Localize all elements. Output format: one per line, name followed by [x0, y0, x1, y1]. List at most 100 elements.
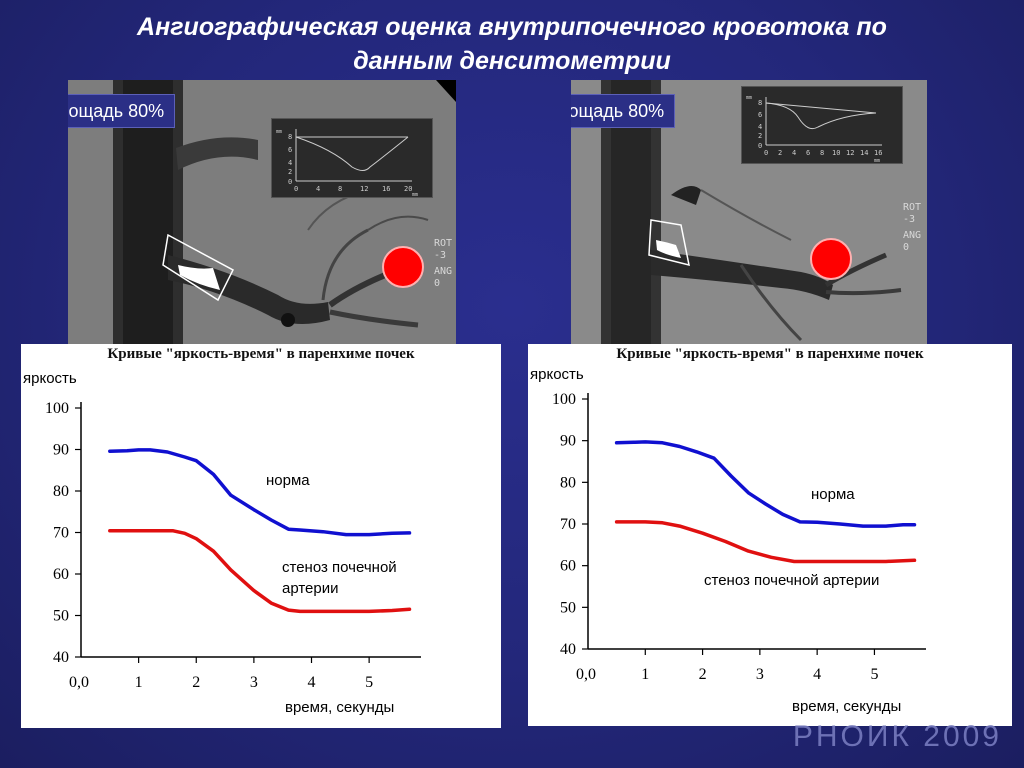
roi-marker-left [382, 246, 424, 288]
x-axis-label-left: время, секунды [285, 699, 395, 716]
rot-value: -3 [903, 214, 916, 225]
mini-xtick: 12 [846, 149, 854, 157]
y-tick-label: 40 [53, 649, 69, 666]
mini-xunit: mm [874, 158, 880, 163]
angiogram-image-left: площадь 80% 8 6 4 2 0 0 4 8 12 16 20 mm … [68, 80, 456, 350]
mini-diameter-plot-right: 8 6 4 2 0 0 2 4 6 8 10 12 14 16 mm mm [741, 86, 903, 164]
x-axis-label-right: время, секунды [792, 698, 902, 715]
y-tick-label: 80 [53, 483, 69, 500]
mini-xtick: 16 [874, 149, 882, 157]
x-tick-label: 3 [250, 674, 258, 691]
chart-panel-left: Кривые "яркость-время" в паренхиме почек… [21, 344, 501, 728]
mini-xtick: 8 [820, 149, 824, 157]
mini-ytick: 0 [758, 142, 762, 150]
mini-ytick: 8 [288, 133, 292, 141]
mini-xtick: 12 [360, 185, 368, 193]
series-label-norm-left: норма [266, 472, 310, 489]
chart-panel-right: Кривые "яркость-время" в паренхиме почек… [528, 344, 1012, 726]
rot-label: ROT [903, 202, 922, 213]
ang-label: ANG [903, 230, 922, 241]
area-label-right: площадь 80% [571, 94, 676, 128]
y-tick-label: 60 [53, 566, 69, 583]
y-axis-label-right: яркость [530, 366, 584, 383]
series-line-stenosis [614, 520, 917, 564]
series-label-norm-right: норма [811, 486, 855, 503]
chart-title-right: Кривые "яркость-время" в паренхиме почек [616, 346, 924, 362]
slide-title: Ангиографическая оценка внутрипочечного … [0, 10, 1024, 78]
ang-label: ANG [434, 266, 453, 277]
series-label-line: стеноз почечной [282, 559, 397, 576]
mini-xtick: 20 [404, 185, 412, 193]
series-label-stenosis-right: стеноз почечной артерии [704, 570, 879, 591]
x-tick-label: 4 [308, 674, 316, 691]
mini-xtick: 0 [764, 149, 768, 157]
x-tick-label: 2 [192, 674, 200, 691]
mini-ytick: 2 [758, 132, 762, 140]
mini-ytick: 2 [288, 168, 292, 176]
ang-value: 0 [434, 278, 441, 289]
mini-xtick: 14 [860, 149, 868, 157]
mini-xtick: 4 [792, 149, 796, 157]
rotation-readout-left: ROT -3 ANG 0 [434, 238, 452, 290]
chart-plot-left: 100 90 80 70 60 50 400,0 1 2 3 4 5 [45, 400, 421, 691]
mini-xtick: 2 [778, 149, 782, 157]
chart-title-left: Кривые "яркость-время" в паренхиме почек [107, 346, 415, 362]
mini-ytick: 6 [758, 111, 762, 119]
y-tick-label: 60 [560, 558, 576, 575]
angiogram-image-right: площадь 80% 8 6 4 2 0 0 2 4 6 8 10 12 14… [571, 80, 927, 350]
title-line-1: Ангиографическая оценка внутрипочечного … [137, 13, 887, 41]
mini-xunit: mm [412, 192, 418, 197]
series-label-line: стеноз почечной артерии [704, 572, 880, 589]
y-tick-label: 90 [560, 433, 576, 450]
mini-xtick: 0 [294, 185, 298, 193]
mini-ytick: 0 [288, 178, 292, 186]
x-tick-label: 2 [699, 666, 707, 683]
y-tick-label: 50 [560, 599, 576, 616]
y-tick-label: 100 [552, 391, 576, 408]
y-tick-label: 50 [53, 608, 69, 625]
rotation-readout-right: ROT -3 ANG 0 [903, 202, 921, 254]
y-tick-label: 70 [53, 525, 69, 542]
mini-xtick: 8 [338, 185, 342, 193]
mini-xtick: 16 [382, 185, 390, 193]
title-line-2: данным денситометрии [353, 47, 671, 75]
mini-diameter-curve-left: 8 6 4 2 0 0 4 8 12 16 20 mm mm [276, 129, 418, 197]
mini-diameter-plot-left: 8 6 4 2 0 0 4 8 12 16 20 mm mm [271, 118, 433, 198]
rot-label: ROT [434, 238, 453, 249]
x-tick-label: 5 [870, 666, 878, 683]
y-tick-label: 40 [560, 641, 576, 658]
y-tick-label: 70 [560, 516, 576, 533]
series-label-line: артерии [282, 580, 339, 597]
x-tick-label: 1 [135, 674, 143, 691]
mini-xtick: 6 [806, 149, 810, 157]
mini-ytick: 6 [288, 146, 292, 154]
series-line-norm [614, 440, 917, 528]
x-tick-label: 3 [756, 666, 764, 683]
series-line-norm [108, 448, 412, 537]
series-line-stenosis [108, 529, 412, 614]
y-axis-label-left: яркость [23, 370, 77, 387]
ang-value: 0 [903, 242, 910, 253]
mini-ytick: 8 [758, 99, 762, 107]
mini-xtick: 4 [316, 185, 320, 193]
x-tick-label: 5 [365, 674, 373, 691]
x-tick-label: 4 [813, 666, 821, 683]
roi-marker-right [810, 238, 852, 280]
watermark-logo: РНОИК 2009 [792, 720, 1002, 753]
x-tick-label: 0,0 [69, 674, 89, 691]
chart-plot-right: 100 90 80 70 60 50 400,0 1 2 3 4 5 [552, 391, 926, 683]
mini-ytick: 4 [288, 159, 292, 167]
y-tick-label: 100 [45, 400, 69, 417]
mini-yunit: mm [276, 129, 282, 135]
x-tick-label: 0,0 [576, 666, 596, 683]
mini-ytick: 4 [758, 123, 762, 131]
y-tick-label: 80 [560, 474, 576, 491]
rot-value: -3 [434, 250, 447, 261]
x-tick-label: 1 [641, 666, 649, 683]
y-tick-label: 90 [53, 442, 69, 459]
mini-diameter-curve-right: 8 6 4 2 0 0 2 4 6 8 10 12 14 16 mm mm [746, 95, 882, 163]
series-label-stenosis-left: стеноз почечной артерии [282, 557, 397, 599]
mini-yunit: mm [746, 95, 752, 101]
area-label-left: площадь 80% [68, 94, 176, 128]
mini-xtick: 10 [832, 149, 840, 157]
